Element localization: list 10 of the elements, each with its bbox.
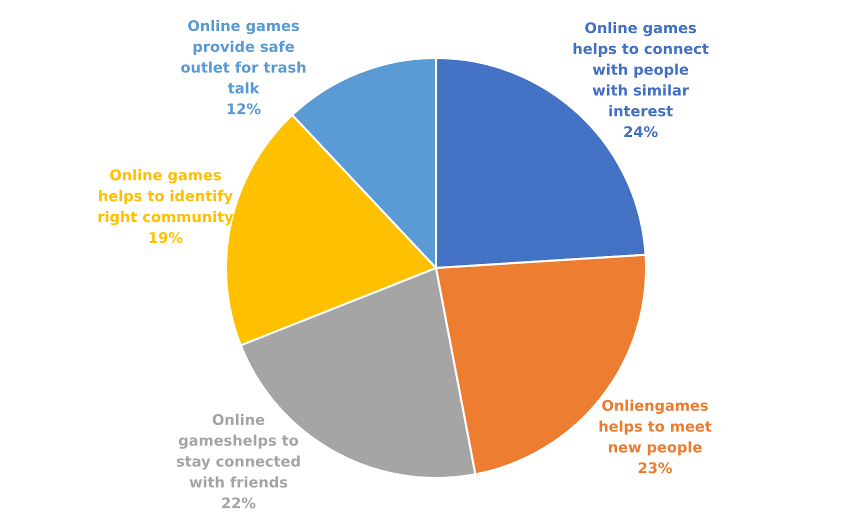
data-label: 12% bbox=[228, 103, 261, 114]
data-label: 19% bbox=[150, 232, 182, 244]
slice-label: Onliengames helps to meet new people bbox=[600, 400, 712, 456]
data-label: 22% bbox=[222, 497, 256, 508]
data-label: 23% bbox=[638, 462, 672, 474]
slice-label: Online games helps to identify right community bbox=[98, 169, 234, 226]
slice-label: Online games provide safe outlet for trash talk bbox=[181, 20, 306, 94]
slice-label: Online gameshelps to stay connected with friends bbox=[176, 414, 300, 488]
slice-label: Online games helps to connect with people with similar interest bbox=[574, 22, 709, 116]
data-label: 24% bbox=[624, 126, 658, 138]
